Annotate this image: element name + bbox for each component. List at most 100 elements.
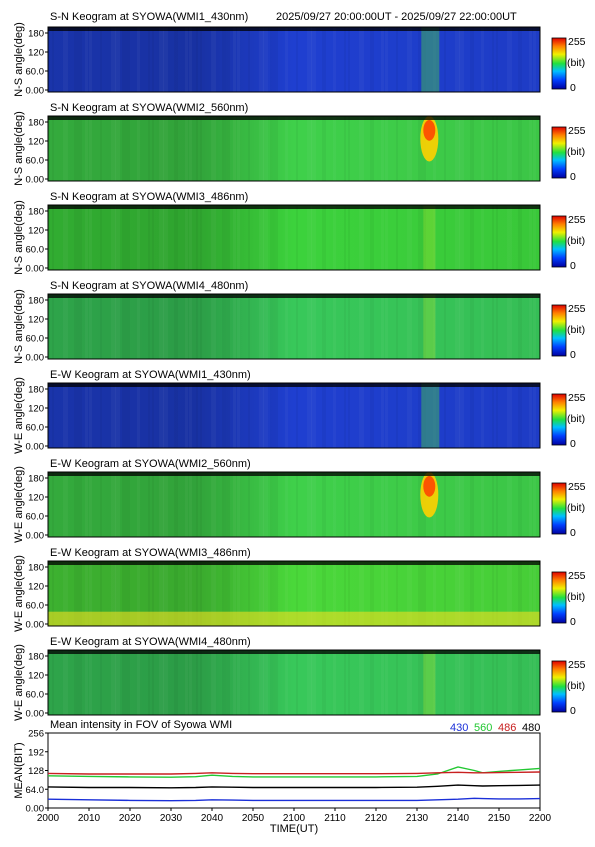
texture-streak	[74, 116, 78, 181]
texture-streak	[296, 294, 298, 359]
aurora-band	[421, 383, 440, 448]
texture-streak	[311, 650, 316, 715]
panel-title: E-W Keogram at SYOWA(WMI1_430nm)	[50, 369, 251, 381]
texture-streak	[470, 383, 474, 448]
horizon-glow	[48, 611, 540, 626]
texture-streak	[270, 383, 274, 448]
texture-streak	[163, 294, 168, 359]
texture-streak	[533, 383, 536, 448]
texture-streak	[78, 116, 82, 181]
texture-streak	[74, 27, 78, 92]
mean-intensity-chart: Mean intensity in FOV of Syowa WMI 430 560…	[13, 719, 552, 835]
texture-streak	[348, 116, 350, 181]
x-tick-label: 2040	[201, 813, 224, 824]
texture-streak	[370, 650, 374, 715]
texture-streak	[285, 383, 288, 448]
keogram-panel-3: S-N Keogram at SYOWA(WMI3_486nm) 0.00 60.0…	[13, 191, 586, 275]
texture-streak	[496, 383, 498, 448]
texture-streak	[385, 27, 388, 92]
texture-streak	[322, 27, 326, 92]
texture-streak	[370, 205, 374, 270]
colorbar-unit-label: (bit)	[567, 413, 585, 425]
texture-streak	[348, 472, 350, 537]
texture-streak	[200, 650, 202, 715]
texture-streak	[270, 205, 274, 270]
texture-streak	[122, 294, 126, 359]
texture-streak	[333, 116, 336, 181]
texture-streak	[492, 116, 494, 181]
texture-streak	[85, 383, 88, 448]
texture-streak	[200, 27, 202, 92]
texture-streak	[492, 383, 494, 448]
y-tick-label: 180	[28, 474, 44, 485]
texture-streak	[63, 472, 68, 537]
keogram-image	[48, 650, 540, 715]
colorbar	[551, 37, 567, 90]
texture-streak	[333, 27, 336, 92]
texture-streak	[311, 116, 316, 181]
keogram-shading	[48, 116, 540, 181]
y-tick-label: 120	[28, 671, 44, 682]
y-tick-label: 0.00	[26, 86, 45, 97]
texture-streak	[85, 294, 88, 359]
texture-streak	[152, 472, 154, 537]
colorbar-max-label: 255	[568, 570, 586, 582]
texture-streak	[148, 116, 150, 181]
aurora-peak	[423, 119, 436, 141]
texture-streak	[396, 383, 398, 448]
legend-entry-430: 430	[450, 722, 468, 734]
y-tick-label: 0.00	[26, 709, 45, 720]
texture-streak	[126, 116, 130, 181]
texture-streak	[507, 650, 512, 715]
texture-streak	[507, 116, 512, 181]
texture-streak	[518, 27, 522, 92]
texture-streak	[137, 472, 140, 537]
texture-streak	[407, 472, 412, 537]
texture-streak	[311, 294, 316, 359]
texture-streak	[189, 472, 192, 537]
texture-streak	[196, 27, 198, 92]
texture-streak	[237, 116, 240, 181]
edge-mask	[48, 383, 540, 387]
texture-streak	[311, 383, 316, 448]
panel-frame	[47, 293, 541, 360]
texture-streak	[444, 383, 446, 448]
aurora-peak	[423, 475, 436, 497]
texture-streak	[122, 472, 126, 537]
y-axis-label: N-S angle(deg)	[13, 289, 25, 364]
texture-streak	[100, 650, 102, 715]
texture-streak	[459, 205, 464, 270]
texture-streak	[381, 294, 384, 359]
texture-streak	[78, 383, 82, 448]
texture-streak	[174, 294, 178, 359]
texture-streak	[444, 116, 446, 181]
texture-streak	[381, 472, 384, 537]
texture-streak	[507, 472, 512, 537]
texture-streak	[274, 650, 278, 715]
texture-streak	[85, 650, 88, 715]
texture-streak	[470, 472, 474, 537]
colorbar-unit-label: (bit)	[567, 146, 585, 158]
texture-streak	[115, 116, 120, 181]
texture-streak	[63, 116, 68, 181]
panel-title: E-W Keogram at SYOWA(WMI3_486nm)	[50, 547, 251, 559]
texture-streak	[333, 383, 336, 448]
colorbar-max-label: 255	[568, 392, 586, 404]
texture-streak	[137, 383, 140, 448]
y-tick-label: 60.0	[26, 601, 45, 612]
texture-streak	[185, 27, 188, 92]
y-tick-label: 120	[28, 48, 44, 59]
colorbar	[551, 215, 567, 268]
texture-streak	[78, 27, 82, 92]
texture-streak	[152, 383, 154, 448]
texture-streak	[163, 205, 168, 270]
texture-streak	[89, 116, 92, 181]
texture-streak	[200, 205, 202, 270]
legend-entry-560: 560	[474, 722, 492, 734]
texture-streak	[459, 116, 464, 181]
y-axis-label: N-S angle(deg)	[13, 111, 25, 186]
panel-title: E-W Keogram at SYOWA(WMI4_480nm)	[50, 636, 251, 648]
texture-streak	[248, 383, 250, 448]
texture-streak	[496, 472, 498, 537]
texture-streak	[74, 472, 78, 537]
